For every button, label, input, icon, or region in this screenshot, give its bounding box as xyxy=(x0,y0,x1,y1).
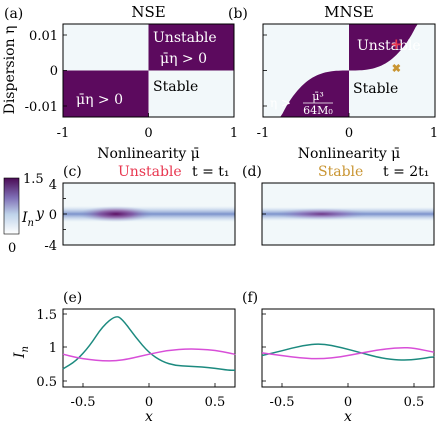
x-tick-label: 0 xyxy=(345,126,353,141)
colorbar-max-label: 1.5 xyxy=(23,172,44,187)
colorbar-gradient xyxy=(3,177,20,235)
x-axis-label: Nonlinearity μ̄ xyxy=(97,146,200,162)
unstable-region-lower-left xyxy=(63,70,149,117)
series-line-magenta xyxy=(62,348,236,362)
unstable-marker: + xyxy=(390,35,403,53)
time-title: t = 2t₁ xyxy=(383,164,429,180)
localized-peak xyxy=(273,208,370,220)
condition-left: η > xyxy=(270,96,291,110)
x-tick-label: 0.5 xyxy=(404,395,425,410)
stable-label: Stable xyxy=(353,81,398,97)
y-axis-label: In xyxy=(12,346,31,359)
y-tick-label: -0.01 xyxy=(25,100,58,115)
y-axis-label: y xyxy=(35,206,45,222)
x-tick-label: -1 xyxy=(257,126,270,141)
panel-d: (d) Stable t = 2t₁ xyxy=(242,164,435,246)
y-tick-label: 0.5 xyxy=(36,375,57,390)
x-tick-label: 0 xyxy=(144,126,152,141)
state-title: Unstable xyxy=(118,164,182,180)
y-tick-label: 0 xyxy=(49,208,57,223)
colorbar-label: In xyxy=(21,210,34,229)
lower-condition: μ̄η > 0 xyxy=(76,92,123,108)
panel-label: (e) xyxy=(63,290,82,306)
unstable-label: Unstable xyxy=(357,38,421,54)
x-axis-label: Nonlinearity μ̄ xyxy=(298,146,401,162)
panel-label: (a) xyxy=(4,6,23,22)
y-tick-label: -4 xyxy=(44,239,57,254)
x-tick-label: -1 xyxy=(57,126,70,141)
colorbar: 1.5 0 In xyxy=(3,172,44,256)
unstable-region-upper-right xyxy=(148,24,234,71)
panel-f: (f) -0.5 0 0.5 x xyxy=(242,290,435,425)
y-tick-label: 0.01 xyxy=(29,29,58,44)
y-tick-label: 4 xyxy=(49,178,57,193)
panel-a: (a) NSE 0.01 0 -0.01 -1 0 1 Nonlinearity… xyxy=(2,3,238,162)
stable-label: Stable xyxy=(153,79,198,95)
unstable-condition: μ̄η > 0 xyxy=(160,51,207,67)
panel-label: (b) xyxy=(228,6,248,22)
y-tick-label: 1.5 xyxy=(36,308,57,323)
x-axis-label: x xyxy=(145,409,153,425)
y-tick-label: 0 xyxy=(50,64,58,79)
x-tick-label: 0 xyxy=(145,395,153,410)
localized-peak xyxy=(77,206,154,222)
x-tick-label: 0 xyxy=(344,395,352,410)
time-title: t = t₁ xyxy=(192,164,230,180)
x-tick-label: -0.5 xyxy=(70,395,95,410)
state-title: Stable xyxy=(318,164,363,180)
series-line-teal xyxy=(62,316,236,372)
axes-frame xyxy=(62,308,236,388)
series-line-teal xyxy=(261,343,435,361)
panel-title: MNSE xyxy=(324,3,374,21)
unstable-label: Unstable xyxy=(153,30,217,46)
condition-numerator: μ̄³ xyxy=(312,90,324,103)
x-tick-label: 1 xyxy=(230,126,238,141)
unstable-region-lower xyxy=(263,70,349,117)
x-tick-label: 1 xyxy=(430,126,438,141)
y-tick-label: 1 xyxy=(49,341,57,356)
x-tick-label: 0.5 xyxy=(205,395,226,410)
panel-label: (f) xyxy=(242,290,258,306)
x-axis-label: x xyxy=(344,409,352,425)
panel-title: NSE xyxy=(131,3,165,21)
series-line-magenta xyxy=(261,346,435,360)
unstable-region-upper xyxy=(349,24,435,71)
panel-c: (c) Unstable t = t₁ 4 0 -4 y xyxy=(35,164,236,254)
panel-e: (e) 1.5 1 0.5 -0.5 0 0.5 x In xyxy=(12,290,236,425)
panel-label: (c) xyxy=(63,164,82,180)
stable-marker: ✖ xyxy=(392,62,401,75)
panel-b: (b) MNSE -1 0 1 Nonlinearity μ̄ Unstable… xyxy=(228,3,438,162)
panel-label: (d) xyxy=(242,164,262,180)
colorbar-min-label: 0 xyxy=(8,241,16,256)
y-axis-label: Dispersion η xyxy=(2,26,18,115)
condition-denominator: 64M₀ xyxy=(303,104,333,117)
x-tick-label: -0.5 xyxy=(269,395,294,410)
